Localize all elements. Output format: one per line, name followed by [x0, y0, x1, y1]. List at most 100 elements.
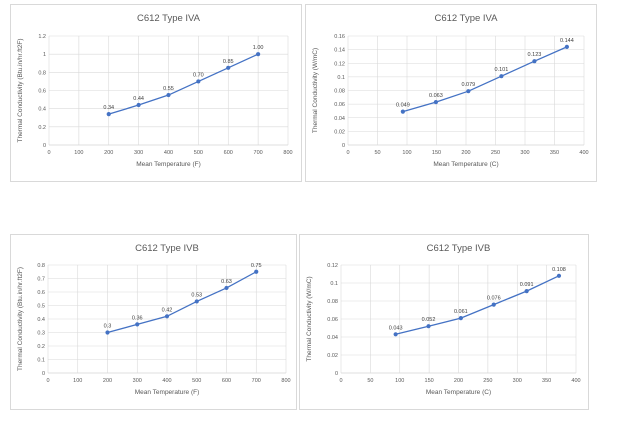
- data-label: 0.34: [103, 105, 114, 111]
- y-tick-label: 0.06: [334, 102, 345, 108]
- data-point: [426, 324, 431, 329]
- data-point: [256, 52, 261, 57]
- data-label: 0.63: [221, 279, 232, 285]
- y-axis-label: Thermal Conductivity (W/mC): [306, 276, 313, 361]
- data-point: [393, 332, 398, 337]
- data-point: [433, 99, 439, 105]
- x-tick-label: 0: [46, 378, 49, 384]
- x-tick-label: 800: [281, 378, 290, 384]
- y-tick-label: 0.5: [37, 304, 45, 310]
- data-label: 0.108: [552, 267, 566, 273]
- y-tick-label: 0.16: [334, 34, 345, 40]
- data-label: 0.55: [163, 86, 174, 92]
- x-tick-label: 200: [454, 378, 463, 384]
- data-label: 0.75: [251, 263, 262, 269]
- x-tick-label: 100: [395, 378, 404, 384]
- chart-title: C612 Type IVB: [135, 243, 199, 254]
- data-label: 0.079: [461, 82, 475, 88]
- x-tick-label: 100: [74, 150, 83, 156]
- chart-title: C612 Type IVA: [137, 13, 201, 24]
- y-tick-label: 0.02: [334, 129, 345, 135]
- data-point: [466, 89, 471, 94]
- y-tick-label: 0.08: [334, 89, 345, 95]
- x-tick-label: 100: [73, 378, 82, 384]
- data-label: 0.53: [191, 292, 202, 298]
- x-tick-label: 150: [425, 378, 434, 384]
- x-tick-label: 300: [520, 150, 529, 156]
- data-label: 0.36: [132, 315, 143, 321]
- chart-panel-ivb-celsius: C612 Type IVB 0 0.02 0.04 0.06 0.08 0.1 0.12 0 50…: [299, 234, 589, 410]
- data-point: [106, 112, 111, 117]
- data-point: [564, 44, 569, 50]
- y-axis-label: Thermal Conductivity (Btu.in/hr.ft2F): [17, 38, 24, 142]
- x-tick-label: 800: [283, 150, 292, 156]
- x-tick-label: 300: [134, 150, 143, 156]
- x-tick-label: 250: [491, 150, 500, 156]
- data-point: [164, 314, 170, 319]
- x-tick-label: 400: [162, 378, 171, 384]
- data-label: 0.123: [528, 52, 542, 58]
- y-tick-label: 0.7: [37, 277, 45, 283]
- y-tick-label: 0.12: [327, 263, 338, 269]
- y-tick-label: 0.4: [38, 107, 46, 113]
- y-tick-label: 0.12: [334, 61, 345, 67]
- chart-title: C612 Type IVA: [434, 13, 498, 24]
- data-point: [136, 102, 141, 108]
- data-label: 0.043: [389, 325, 403, 331]
- y-tick-label: 0: [43, 143, 46, 149]
- x-tick-label: 0: [339, 378, 342, 384]
- y-tick-label: 0.06: [327, 317, 338, 323]
- x-tick-label: 700: [252, 378, 261, 384]
- data-label: 0.101: [495, 67, 509, 73]
- x-tick-label: 350: [542, 378, 551, 384]
- x-tick-label: 150: [432, 150, 441, 156]
- data-point: [491, 302, 496, 307]
- y-tick-label: 0.1: [37, 358, 45, 364]
- data-point: [135, 322, 140, 327]
- y-tick-label: 0.04: [327, 335, 338, 341]
- data-label: 0.3: [104, 324, 112, 330]
- chart-svg: C612 Type IVA 0 0.02 0.04 0.06 0.08 0.1 0.12 0.1…: [312, 13, 589, 168]
- x-tick-label: 0: [47, 150, 50, 156]
- data-point: [556, 273, 562, 278]
- data-label: 0.44: [133, 96, 144, 102]
- chart-svg: C612 Type IVB 0 0.02 0.04 0.06 0.08 0.1 0.12 0 50…: [306, 243, 581, 396]
- data-point: [400, 109, 405, 114]
- series-line: [108, 53, 259, 115]
- chart-svg: C612 Type IVA 0 0.2 0.4 0.6 0.8 1 1.2 0 100 200 300…: [17, 13, 293, 168]
- data-point: [499, 74, 504, 79]
- y-tick-label: 0.6: [38, 89, 46, 95]
- y-tick-label: 0.02: [327, 353, 338, 359]
- chart-panel-iva-fahrenheit: C612 Type IVA 0 0.2 0.4 0.6 0.8 1 1.2 0 100 200 300…: [10, 4, 302, 182]
- data-point: [254, 269, 259, 274]
- series-line: [395, 275, 560, 335]
- x-tick-label: 700: [254, 150, 263, 156]
- x-tick-label: 600: [224, 150, 233, 156]
- chart-panel-iva-celsius: C612 Type IVA 0 0.02 0.04 0.06 0.08 0.1 0.12 0.1…: [305, 4, 597, 182]
- x-tick-label: 500: [194, 150, 203, 156]
- data-point: [226, 65, 231, 70]
- data-label: 0.076: [487, 296, 501, 302]
- x-tick-label: 400: [164, 150, 173, 156]
- x-axis-label: Mean Temperature (F): [135, 389, 200, 396]
- y-tick-label: 0.08: [327, 299, 338, 305]
- data-label: 0.063: [429, 93, 443, 99]
- x-tick-label: 300: [133, 378, 142, 384]
- y-tick-label: 0.6: [37, 290, 45, 296]
- y-tick-label: 0.14: [334, 48, 345, 54]
- y-tick-label: 0.8: [38, 70, 46, 76]
- data-label: 0.42: [162, 307, 173, 313]
- y-tick-label: 0.1: [337, 75, 345, 81]
- x-tick-label: 400: [579, 150, 588, 156]
- x-tick-label: 200: [103, 378, 112, 384]
- chart-panel-ivb-fahrenheit: C612 Type IVB 0 0.1 0.2 0.3 0.4 0.5 0.6 0.7 0.8 0 1…: [10, 234, 297, 410]
- data-label: 0.049: [396, 103, 410, 109]
- x-tick-label: 0: [346, 150, 349, 156]
- data-label: 1.00: [253, 45, 264, 51]
- y-tick-label: 0.2: [38, 125, 46, 131]
- y-tick-label: 0.8: [37, 263, 45, 269]
- y-axis-label: Thermal Conductivity (W/mC): [312, 48, 319, 133]
- data-point: [166, 92, 171, 98]
- data-point: [524, 289, 529, 294]
- x-tick-label: 400: [571, 378, 580, 384]
